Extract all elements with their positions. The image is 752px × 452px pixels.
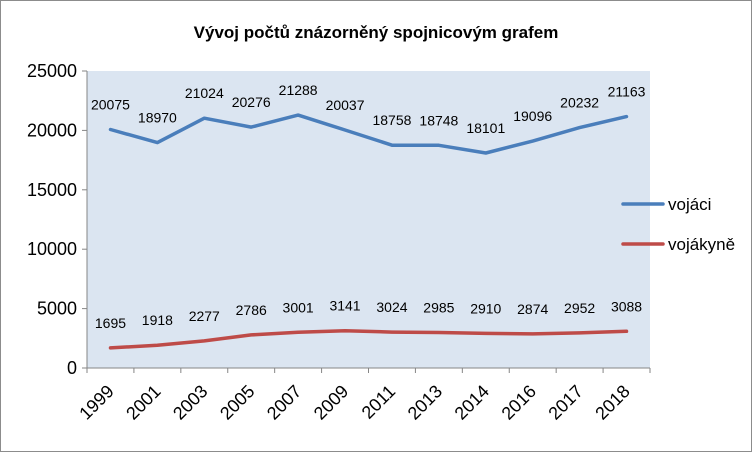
data-label: 20232 xyxy=(560,95,599,111)
data-label: 21024 xyxy=(185,85,224,101)
x-tick-label: 2014 xyxy=(451,381,493,423)
data-label: 3088 xyxy=(611,298,642,314)
x-tick-label: 1999 xyxy=(75,381,117,423)
data-label: 20037 xyxy=(326,97,365,113)
data-label: 2874 xyxy=(517,301,548,317)
legend-label: vojáci xyxy=(668,195,711,214)
x-tick-label: 2007 xyxy=(263,381,305,423)
data-label: 20276 xyxy=(232,94,271,110)
data-label: 2786 xyxy=(236,302,267,318)
data-label: 2277 xyxy=(189,308,220,324)
data-label: 20075 xyxy=(91,97,130,113)
y-tick-label: 15000 xyxy=(27,180,77,200)
data-label: 21288 xyxy=(279,82,318,98)
data-label: 3001 xyxy=(283,299,314,315)
series-line xyxy=(108,113,629,155)
data-label: 18970 xyxy=(138,110,177,126)
legend: vojáci vojákyně xyxy=(621,195,735,254)
y-tick-label: 5000 xyxy=(37,299,77,319)
data-label: 2910 xyxy=(470,300,501,316)
y-tick-label: 10000 xyxy=(27,239,77,259)
data-label: 18101 xyxy=(466,120,505,136)
x-tick-label: 2001 xyxy=(122,381,164,423)
data-label: 18748 xyxy=(419,112,458,128)
data-label: 1695 xyxy=(95,315,126,331)
x-tick-label: 2013 xyxy=(404,381,446,423)
plot-area xyxy=(87,71,650,368)
legend-label: vojákyně xyxy=(668,235,735,254)
data-label: 21163 xyxy=(608,84,646,100)
data-label: 3024 xyxy=(376,299,407,315)
data-label: 18758 xyxy=(372,112,411,128)
data-label: 2952 xyxy=(564,300,595,316)
x-tick-label: 2005 xyxy=(216,381,258,423)
y-tick-label: 0 xyxy=(67,358,77,378)
data-label: 2985 xyxy=(423,300,454,316)
y-tick-label: 20000 xyxy=(27,120,77,140)
data-labels: 20075 18970 21024 20276 21288 20037 18758 18748… xyxy=(91,82,646,331)
data-label: 3141 xyxy=(329,298,360,314)
x-tick-label: 2003 xyxy=(169,381,211,423)
data-label: 1918 xyxy=(142,312,173,328)
chart-title: Vývoj počtů znázorněný spojnicovým grafe… xyxy=(194,23,559,42)
data-label: 19096 xyxy=(513,108,552,124)
x-tick-label: 2009 xyxy=(310,381,352,423)
series-line xyxy=(108,328,629,350)
x-tick-label: 2018 xyxy=(591,381,633,423)
series-layer xyxy=(108,113,629,350)
x-tick-label: 2016 xyxy=(498,381,540,423)
y-tick-label: 25000 xyxy=(27,61,77,81)
x-tick-label: 2011 xyxy=(358,381,400,423)
x-tick-label: 2017 xyxy=(544,381,586,423)
